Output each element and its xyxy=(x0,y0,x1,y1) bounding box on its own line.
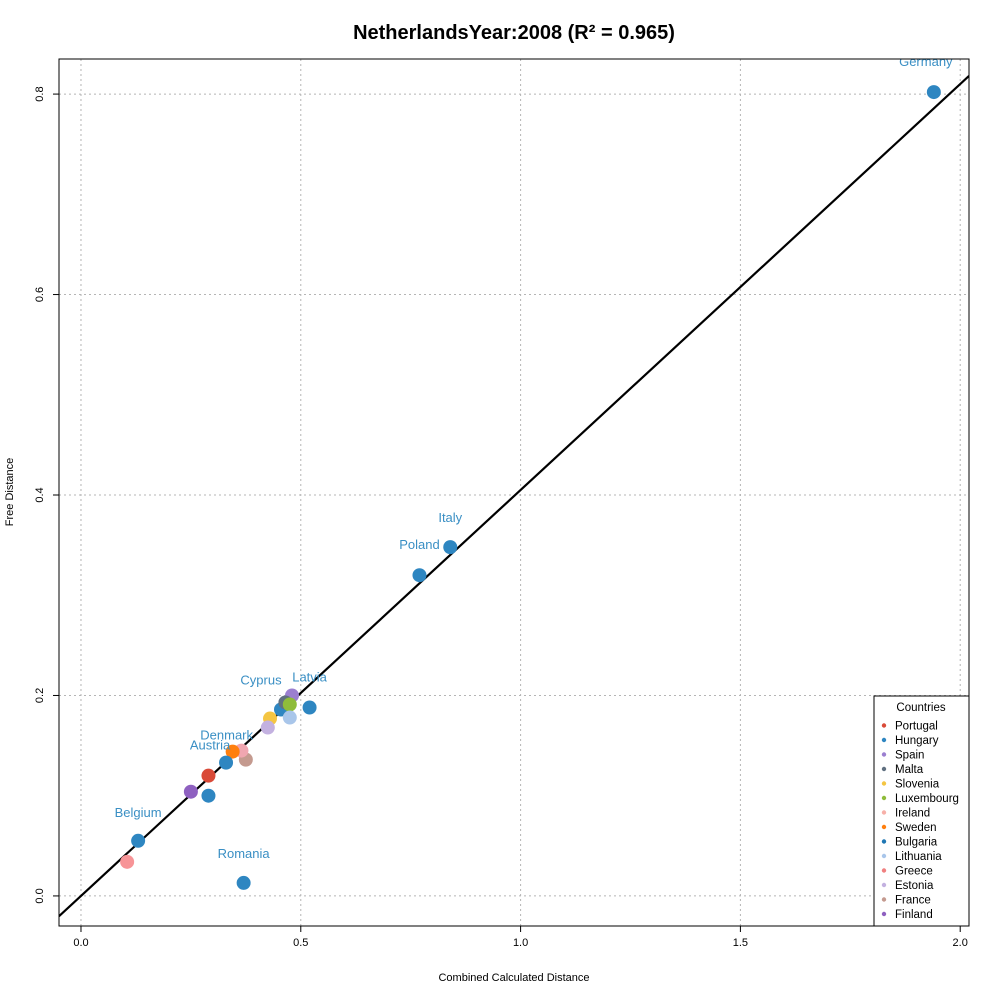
legend-box xyxy=(873,695,970,927)
legend-title: Countries xyxy=(896,702,945,714)
legend-entry-spain: Spain xyxy=(895,750,924,762)
point-germany xyxy=(926,85,941,100)
legend-swatch xyxy=(881,911,887,917)
point-latvia xyxy=(302,700,317,715)
legend-swatch xyxy=(881,839,887,844)
legend-swatch xyxy=(881,737,887,743)
y-axis: 0.0 0.2 0.4 0.6 0.8 xyxy=(34,86,59,904)
legend-swatch xyxy=(881,781,887,786)
y-tick-label: 0.4 xyxy=(34,487,46,502)
y-tick-label: 0.6 xyxy=(34,287,46,302)
legend-entry-finland: Finland xyxy=(895,909,933,921)
legend-entry-portugal: Portugal xyxy=(895,721,938,733)
y-tick-label: 0.2 xyxy=(34,688,46,703)
point-label-cyprus: Cyprus xyxy=(240,673,282,688)
point-label-austria: Austria xyxy=(190,738,231,753)
x-tick-label: 1.5 xyxy=(733,937,748,949)
legend-entry-estonia: Estonia xyxy=(895,880,934,892)
legend-swatch xyxy=(881,723,887,728)
data-point xyxy=(201,788,216,803)
data-point xyxy=(201,768,216,783)
point-label-poland: Poland xyxy=(399,537,439,552)
legend-entry-malta: Malta xyxy=(895,764,924,776)
point-poland xyxy=(412,568,427,583)
legend-swatch xyxy=(881,752,887,757)
legend-swatch xyxy=(881,795,887,801)
legend-swatch xyxy=(881,853,887,859)
legend-swatch xyxy=(881,766,887,772)
legend-entry-greece: Greece xyxy=(895,866,933,878)
legend-entry-bulgaria: Bulgaria xyxy=(895,837,938,849)
x-axis-title: Combined Calculated Distance xyxy=(438,972,589,984)
data-point xyxy=(282,710,297,725)
legend-entry-hungary: Hungary xyxy=(895,735,939,747)
legend-entry-luxembourg: Luxembourg xyxy=(895,793,959,805)
data-point xyxy=(260,720,275,735)
points-layer xyxy=(120,85,941,890)
point-austria xyxy=(219,755,234,770)
point-label-germany: Germany xyxy=(899,54,953,69)
point-labels-layer: Germany Italy Poland Latvia Cyprus DenmarkAus… xyxy=(115,54,953,861)
point-label-italy: Italy xyxy=(438,510,462,525)
x-tick-label: 1.0 xyxy=(513,937,528,949)
data-point xyxy=(282,697,297,712)
legend-entry-ireland: Ireland xyxy=(895,808,930,820)
legend: Countries Portugal Hungary Spain Malta Slove… xyxy=(873,695,970,927)
legend-entry-slovenia: Slovenia xyxy=(895,779,940,791)
legend-swatch xyxy=(881,810,887,815)
plot-frame xyxy=(58,58,970,927)
point-label-latvia: Latvia xyxy=(292,669,327,684)
chart-title: NetherlandsYear:2008 (R² = 0.965) xyxy=(353,22,675,44)
legend-entry-lithuania: Lithuania xyxy=(895,851,942,863)
data-point xyxy=(183,784,198,799)
legend-swatch xyxy=(881,824,887,830)
x-tick-label: 0.0 xyxy=(73,937,88,949)
point-belgium xyxy=(131,833,146,848)
y-tick-label: 0.8 xyxy=(34,86,46,101)
legend-entry-france: France xyxy=(895,895,931,907)
legend-swatch xyxy=(881,897,887,902)
y-axis-title: Free Distance xyxy=(4,458,16,526)
point-label-belgium: Belgium xyxy=(115,805,162,820)
point-label-denmark: Denmark xyxy=(200,728,253,743)
y-tick-label: 0.0 xyxy=(34,888,46,903)
x-tick-label: 2.0 xyxy=(953,937,968,949)
x-axis: 0.0 0.5 1.0 1.5 2.0 xyxy=(73,926,968,949)
legend-swatch xyxy=(881,868,887,873)
point-denmark xyxy=(225,744,240,759)
legend-entry-sweden: Sweden xyxy=(895,822,937,834)
point-italy xyxy=(443,540,458,555)
point-label-romania: Romania xyxy=(218,846,271,861)
x-tick-label: 0.5 xyxy=(293,937,308,949)
legend-swatch xyxy=(881,882,887,888)
data-point xyxy=(120,854,135,869)
point-romania xyxy=(236,875,251,890)
